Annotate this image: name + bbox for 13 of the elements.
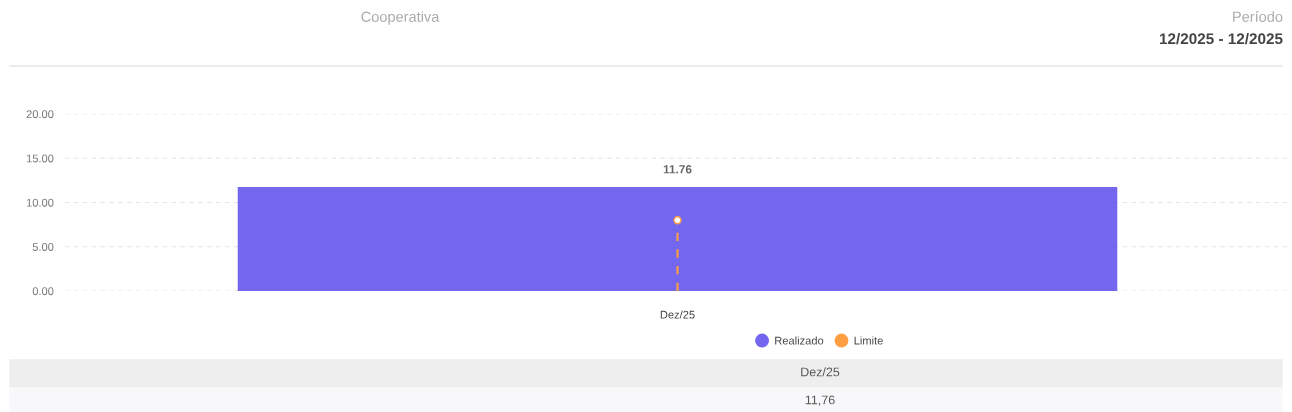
data-label: 11.76	[663, 165, 692, 174]
legend-label: Limite	[854, 336, 883, 345]
text: Período	[1233, 11, 1283, 22]
y-tick-label: 20.00	[26, 110, 54, 119]
y-tick-label: 10.00	[26, 198, 54, 207]
text: 12/2025 - 12/2025	[1159, 32, 1283, 45]
text: Cooperativa	[361, 11, 440, 25]
text: 11,76	[805, 395, 835, 406]
category-label: Dez/25	[801, 367, 840, 377]
legend-label: Realizado	[775, 336, 824, 345]
y-tick-label: 0.00	[32, 287, 54, 296]
y-tick-label: 5.00	[32, 243, 54, 251]
y-tick-label: 15.00	[26, 154, 54, 163]
